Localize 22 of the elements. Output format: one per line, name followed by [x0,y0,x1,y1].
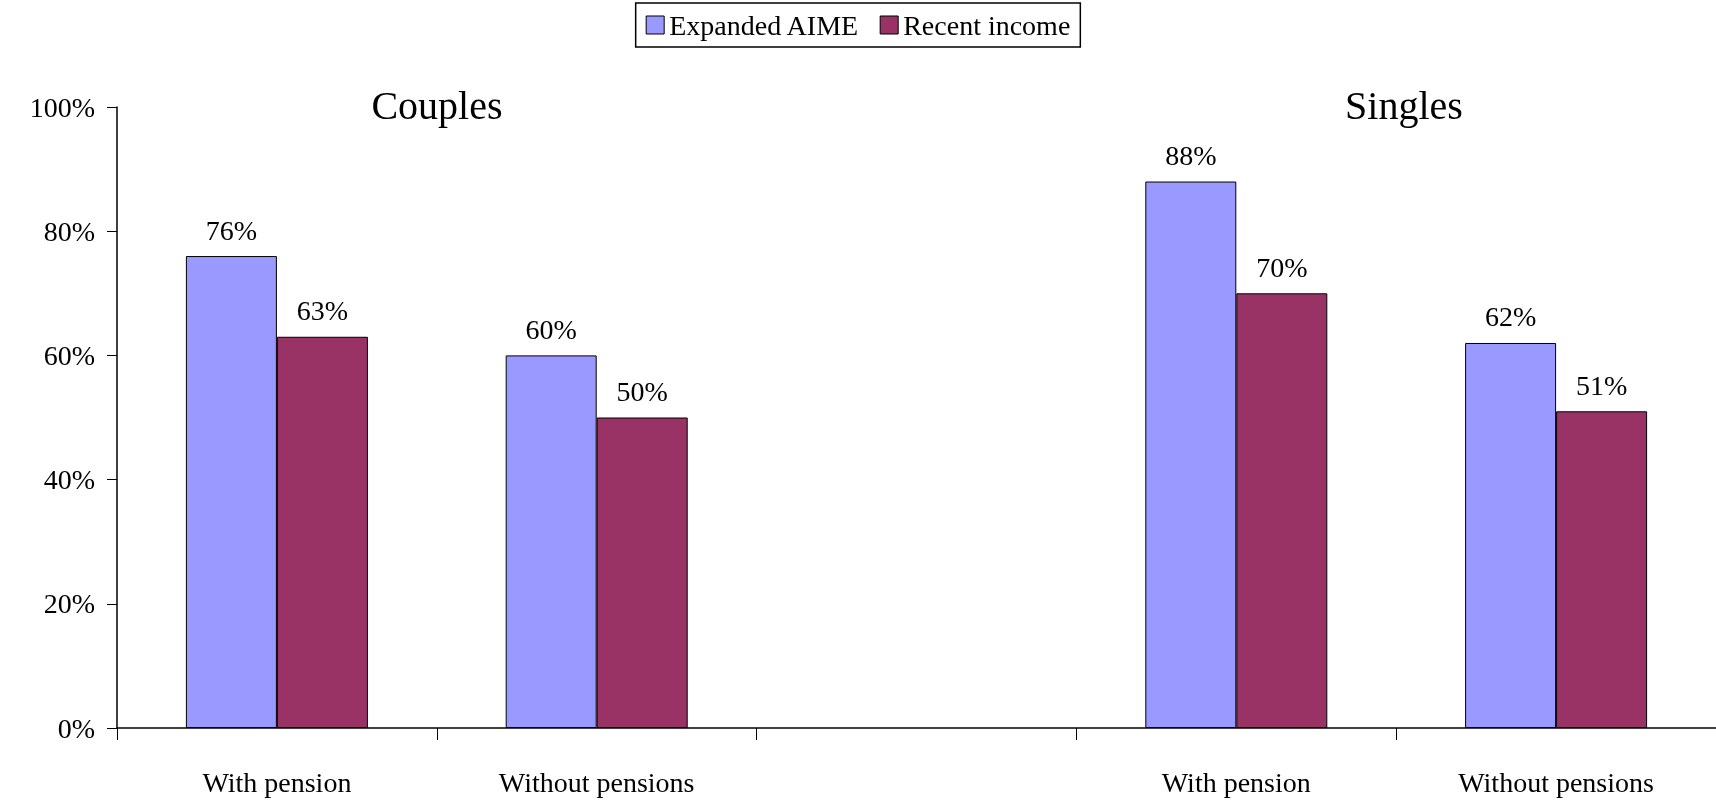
x-tick-label: With pension [202,766,352,798]
x-tick-label: With pension [1161,766,1311,798]
y-tick-label: 60% [43,339,95,371]
data-label: 62% [1484,301,1537,333]
legend-label: Recent income [903,9,1071,41]
y-tick-label: 40% [43,464,95,496]
data-label: 51% [1575,369,1628,401]
data-label: 88% [1165,140,1217,172]
y-tick-label: 80% [43,215,95,247]
data-label: 70% [1256,251,1308,283]
annotation: Couples [371,82,503,128]
annotation: Singles [1345,82,1463,128]
data-label: 76% [205,214,258,246]
data-label: 60% [525,313,577,345]
legend-label: Expanded AIME [669,9,859,41]
y-tick-label: 20% [43,588,95,620]
data-label: 50% [616,376,668,407]
data-label: 63% [296,295,349,327]
y-tick-label: 0% [57,712,95,744]
x-tick-label: Without pensions [498,766,695,798]
y-tick-label: 100% [29,91,95,123]
x-tick-label: Without pensions [1458,766,1654,798]
